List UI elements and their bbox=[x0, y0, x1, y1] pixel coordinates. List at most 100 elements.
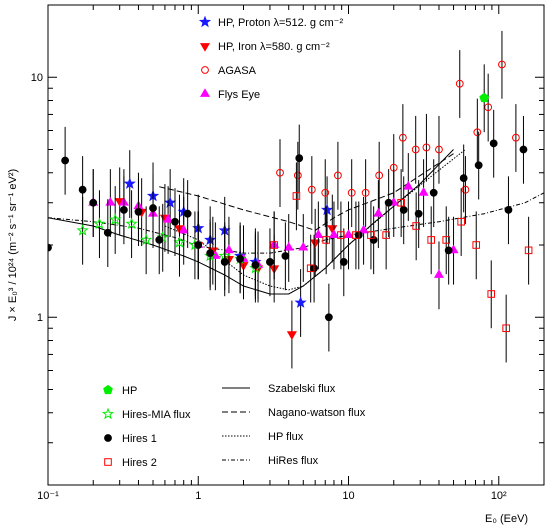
point-hires-2 bbox=[472, 241, 481, 249]
point-hires-1 bbox=[171, 217, 179, 226]
point-hires-2 bbox=[306, 264, 315, 273]
legend-marker-hp bbox=[103, 384, 113, 395]
point-hires-2 bbox=[352, 231, 360, 239]
point-hp-iron bbox=[286, 331, 297, 340]
legend-marker-hp-proton-512-g-cm bbox=[198, 15, 212, 28]
point-hires-1 bbox=[281, 252, 290, 260]
point-hires-1 bbox=[103, 228, 112, 237]
point-hires-1 bbox=[120, 206, 128, 214]
point-flys-eye bbox=[178, 224, 189, 234]
legend-top: HP, Proton λ=512. g cm⁻² HP, Iron λ=580. … bbox=[198, 15, 343, 101]
point-agasa bbox=[473, 128, 482, 137]
point-hp-proton bbox=[294, 296, 307, 308]
point-hires-1 bbox=[48, 243, 52, 252]
point-hires-2 bbox=[397, 198, 405, 207]
legend-label: HP, Iron λ=580. g cm⁻² bbox=[218, 41, 330, 53]
point-hires-1 bbox=[295, 154, 304, 163]
curve-hp-flux bbox=[164, 149, 466, 291]
x-tick-label: 10 bbox=[342, 490, 354, 502]
point-hires-mia-flux bbox=[173, 236, 186, 248]
point-flys-eye bbox=[418, 186, 429, 196]
point-hires-2 bbox=[367, 231, 375, 239]
y-axis-label: J × E₀³ / 10²⁴ (m⁻² s⁻¹ sr⁻¹ eV²) bbox=[7, 169, 19, 321]
point-hp-iron bbox=[310, 239, 321, 249]
point-hp-proton bbox=[320, 203, 334, 216]
point-hires-2 bbox=[457, 217, 465, 226]
x-tick-label: 1 bbox=[195, 490, 201, 502]
point-hires-2 bbox=[442, 236, 451, 244]
legend-label: HiRes flux bbox=[268, 455, 319, 467]
x-axis-label: E₀ (EeV) bbox=[485, 513, 528, 525]
point-agasa bbox=[334, 171, 342, 180]
point-hires-1 bbox=[266, 258, 274, 266]
point-hp bbox=[479, 92, 490, 103]
legend-label: HP, Proton λ=512. g cm⁻² bbox=[218, 17, 343, 29]
point-flys-eye bbox=[163, 213, 174, 223]
point-hires-1 bbox=[444, 246, 453, 255]
point-agasa bbox=[484, 103, 493, 112]
point-hires-1 bbox=[504, 206, 513, 214]
point-hires-1 bbox=[236, 255, 245, 263]
point-hires-2 bbox=[322, 236, 330, 244]
point-hires-1 bbox=[489, 139, 498, 148]
point-hires-mia-flux bbox=[125, 217, 138, 230]
legend-marker-hires-mia-flux bbox=[101, 407, 115, 420]
point-hires-1 bbox=[429, 188, 438, 197]
point-agasa bbox=[347, 188, 356, 197]
legend-marker-flys-eye bbox=[199, 88, 211, 97]
x-tick-label: 10⁻¹ bbox=[37, 490, 59, 502]
point-agasa bbox=[375, 171, 384, 180]
point-agasa bbox=[276, 168, 284, 177]
point-hires-1 bbox=[61, 156, 70, 165]
point-hires-1 bbox=[155, 236, 164, 244]
point-hires-2 bbox=[487, 290, 496, 298]
legend-marker-agasa bbox=[201, 66, 209, 74]
point-hires-2 bbox=[382, 231, 390, 239]
point-agasa bbox=[461, 185, 470, 194]
legend-label: AGASA bbox=[218, 65, 257, 77]
point-flys-eye bbox=[328, 229, 339, 238]
legend-label: Nagano-watson flux bbox=[268, 407, 366, 419]
legend-label: HP bbox=[122, 385, 137, 397]
point-agasa bbox=[498, 60, 506, 69]
axes: 10⁻¹ 1 10 10² 1 10 bbox=[31, 4, 545, 502]
point-hires-1 bbox=[78, 185, 87, 194]
legend-marker-hp-iron-580-g-cm bbox=[199, 43, 211, 52]
data-points bbox=[48, 30, 533, 369]
point-hires-mia-flux bbox=[140, 233, 153, 246]
point-hires-2 bbox=[337, 231, 345, 239]
point-agasa bbox=[411, 145, 420, 154]
legend-label: Hires 2 bbox=[122, 457, 157, 469]
legend-label: HP flux bbox=[268, 431, 304, 443]
point-hires-1 bbox=[414, 209, 423, 218]
point-agasa bbox=[455, 79, 464, 88]
point-flys-eye bbox=[433, 269, 444, 278]
point-hires-1 bbox=[194, 241, 203, 249]
point-agasa bbox=[435, 145, 443, 154]
point-flys-eye bbox=[298, 241, 309, 251]
point-hires-mia-flux bbox=[93, 217, 106, 230]
legend-label: Szabelski flux bbox=[268, 383, 336, 395]
legend-bottom: HP Hires-MIA flux Hires 1 Hires 2 Szabelski … bbox=[101, 383, 366, 469]
point-hires-2 bbox=[524, 246, 533, 255]
point-agasa bbox=[398, 133, 407, 142]
point-agasa bbox=[511, 133, 520, 142]
point-hires-1 bbox=[89, 198, 98, 207]
point-hires-1 bbox=[220, 258, 229, 266]
point-hires-1 bbox=[251, 261, 260, 269]
point-hires-2 bbox=[292, 192, 301, 200]
point-agasa bbox=[321, 188, 330, 197]
legend-marker-hires-2 bbox=[104, 458, 112, 466]
legend-label: Hires 1 bbox=[122, 433, 157, 445]
point-hires-2 bbox=[270, 241, 278, 249]
point-hires-1 bbox=[134, 207, 143, 216]
point-hires-1 bbox=[474, 161, 483, 170]
point-hires-mia-flux bbox=[76, 224, 89, 236]
point-hires-2 bbox=[412, 222, 420, 230]
point-flys-eye bbox=[358, 224, 369, 234]
point-agasa bbox=[422, 143, 431, 152]
point-flys-eye bbox=[403, 180, 414, 190]
point-flys-eye bbox=[283, 241, 294, 251]
point-hires-1 bbox=[519, 145, 528, 154]
point-hires-1 bbox=[384, 198, 393, 207]
